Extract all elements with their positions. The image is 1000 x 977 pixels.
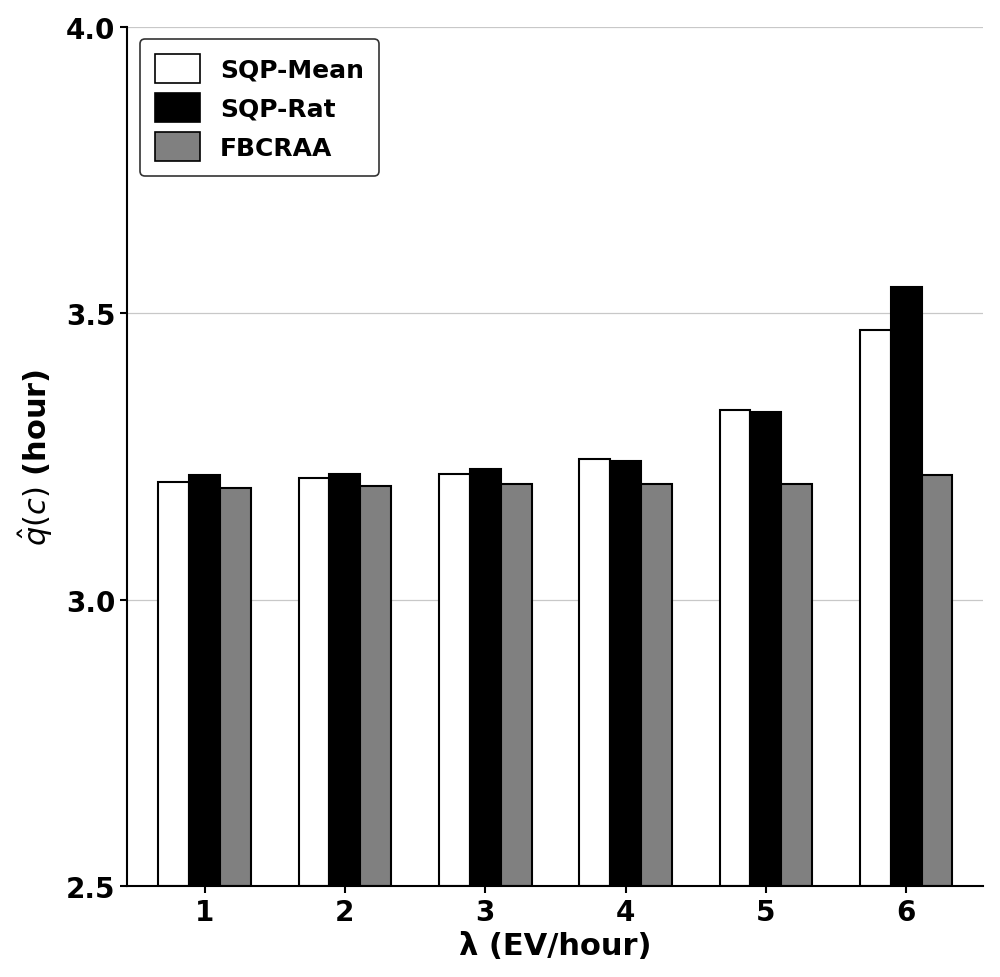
Legend: SQP-Mean, SQP-Rat, FBCRAA: SQP-Mean, SQP-Rat, FBCRAA	[140, 40, 379, 177]
Bar	[579, 460, 610, 886]
Bar	[781, 485, 812, 886]
Bar	[329, 474, 360, 886]
Y-axis label: $\hat{q}(c)$ (hour): $\hat{q}(c)$ (hour)	[17, 368, 55, 545]
Bar	[891, 288, 922, 886]
Bar	[641, 485, 672, 886]
X-axis label: λ (EV/hour): λ (EV/hour)	[459, 931, 652, 960]
Bar	[470, 470, 501, 886]
Bar	[720, 411, 750, 886]
Bar	[501, 485, 532, 886]
Bar	[439, 474, 470, 886]
Bar	[610, 461, 641, 886]
Bar	[299, 478, 329, 886]
Bar	[360, 487, 391, 886]
Bar	[922, 475, 952, 886]
Bar	[220, 488, 251, 886]
Bar	[158, 483, 189, 886]
Bar	[189, 475, 220, 886]
Bar	[860, 331, 891, 886]
Bar	[750, 412, 781, 886]
